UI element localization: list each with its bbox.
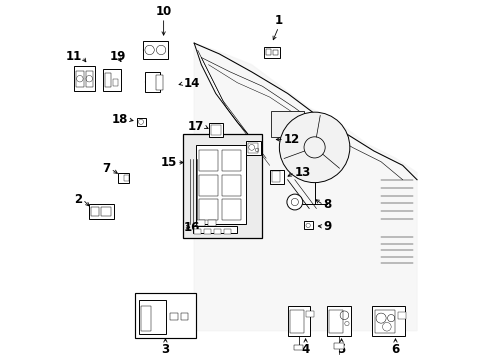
Bar bbox=[289, 310, 304, 333]
Bar bbox=[272, 171, 280, 182]
Bar bbox=[183, 134, 262, 238]
Bar bbox=[293, 345, 303, 351]
Text: 16: 16 bbox=[183, 221, 200, 234]
Text: 8: 8 bbox=[323, 198, 331, 211]
Bar bbox=[246, 141, 260, 155]
Bar bbox=[199, 150, 217, 171]
Text: 17: 17 bbox=[187, 120, 204, 133]
Bar bbox=[222, 175, 241, 195]
Bar bbox=[270, 170, 284, 184]
Bar bbox=[305, 311, 314, 318]
Bar bbox=[180, 314, 188, 320]
Bar bbox=[247, 143, 258, 153]
Text: 6: 6 bbox=[390, 343, 399, 356]
Circle shape bbox=[144, 45, 154, 55]
Text: 7: 7 bbox=[102, 162, 111, 175]
Bar bbox=[193, 226, 236, 233]
Text: 9: 9 bbox=[323, 220, 331, 233]
Text: 11: 11 bbox=[65, 50, 82, 63]
Text: 10: 10 bbox=[155, 5, 171, 18]
Bar bbox=[89, 204, 114, 219]
Bar bbox=[113, 79, 118, 86]
Bar bbox=[76, 71, 83, 87]
Bar bbox=[124, 175, 129, 181]
Text: 4: 4 bbox=[301, 343, 309, 356]
Text: 5: 5 bbox=[337, 343, 345, 356]
Bar bbox=[197, 220, 204, 226]
Bar bbox=[264, 47, 280, 58]
Bar bbox=[374, 310, 395, 333]
Text: 14: 14 bbox=[183, 77, 200, 90]
Text: 12: 12 bbox=[284, 133, 300, 146]
Bar bbox=[214, 229, 220, 234]
Bar bbox=[85, 71, 93, 87]
Bar bbox=[141, 306, 150, 332]
Text: 19: 19 bbox=[109, 50, 126, 63]
Bar bbox=[208, 123, 223, 137]
Text: 3: 3 bbox=[161, 343, 169, 356]
Bar bbox=[194, 229, 200, 234]
Text: 13: 13 bbox=[294, 166, 310, 179]
Bar bbox=[156, 76, 162, 90]
Bar bbox=[91, 207, 99, 216]
Circle shape bbox=[279, 112, 349, 183]
Bar bbox=[199, 199, 217, 220]
Bar bbox=[118, 173, 128, 183]
Bar bbox=[136, 118, 145, 126]
Text: 1: 1 bbox=[274, 14, 282, 27]
Bar bbox=[328, 310, 342, 333]
Bar bbox=[210, 125, 220, 135]
Bar bbox=[271, 112, 303, 136]
Bar bbox=[199, 175, 217, 195]
Bar bbox=[222, 150, 241, 171]
Bar bbox=[224, 229, 230, 234]
Circle shape bbox=[304, 137, 325, 158]
Circle shape bbox=[286, 194, 302, 210]
Bar bbox=[303, 221, 312, 229]
Polygon shape bbox=[194, 43, 416, 331]
Bar bbox=[143, 41, 168, 59]
Bar bbox=[398, 312, 406, 319]
Bar bbox=[170, 314, 178, 320]
Bar bbox=[74, 66, 95, 91]
Bar bbox=[101, 207, 111, 216]
Bar bbox=[326, 306, 350, 336]
Bar bbox=[372, 306, 404, 336]
Circle shape bbox=[156, 45, 165, 55]
Bar bbox=[135, 293, 195, 338]
Bar bbox=[287, 306, 309, 336]
Bar bbox=[265, 49, 271, 55]
Bar bbox=[102, 69, 121, 91]
Bar bbox=[207, 220, 215, 226]
Bar bbox=[273, 50, 277, 55]
Bar bbox=[196, 144, 246, 224]
Text: 15: 15 bbox=[160, 156, 177, 169]
Text: 2: 2 bbox=[75, 193, 82, 206]
Bar bbox=[139, 300, 165, 334]
Text: 18: 18 bbox=[111, 113, 127, 126]
Bar bbox=[204, 229, 210, 234]
Bar bbox=[333, 343, 343, 349]
Bar bbox=[222, 199, 241, 220]
Bar bbox=[144, 72, 160, 92]
Bar bbox=[105, 73, 111, 87]
